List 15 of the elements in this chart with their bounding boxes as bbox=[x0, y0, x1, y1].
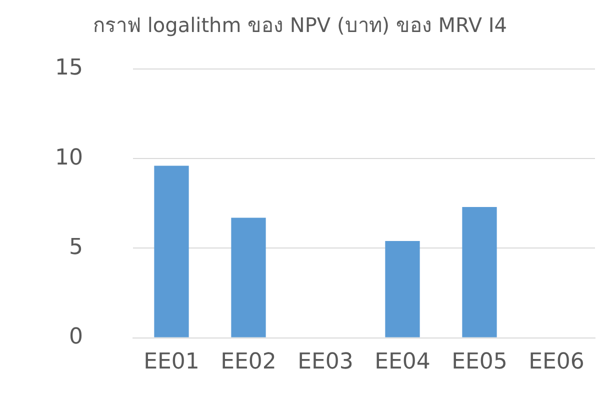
bar bbox=[231, 218, 266, 338]
y-tick-label: 10 bbox=[54, 145, 83, 170]
x-tick-label: EE06 bbox=[528, 350, 584, 375]
y-tick-label: 5 bbox=[68, 234, 83, 260]
x-tick-label: EE01 bbox=[144, 350, 200, 375]
x-tick-label: EE03 bbox=[298, 350, 354, 375]
x-tick-label: EE05 bbox=[452, 350, 508, 375]
y-tick-label: 0 bbox=[68, 324, 83, 350]
bar bbox=[154, 166, 189, 338]
chart-title: กราฟ logalithm ของ NPV (บาท) ของ MRV I4 bbox=[92, 13, 508, 38]
bar bbox=[462, 206, 497, 338]
bar bbox=[385, 241, 420, 338]
x-tick-label: EE04 bbox=[374, 350, 430, 375]
x-tick-label: EE02 bbox=[220, 350, 276, 375]
y-tick-label: 15 bbox=[54, 56, 83, 81]
